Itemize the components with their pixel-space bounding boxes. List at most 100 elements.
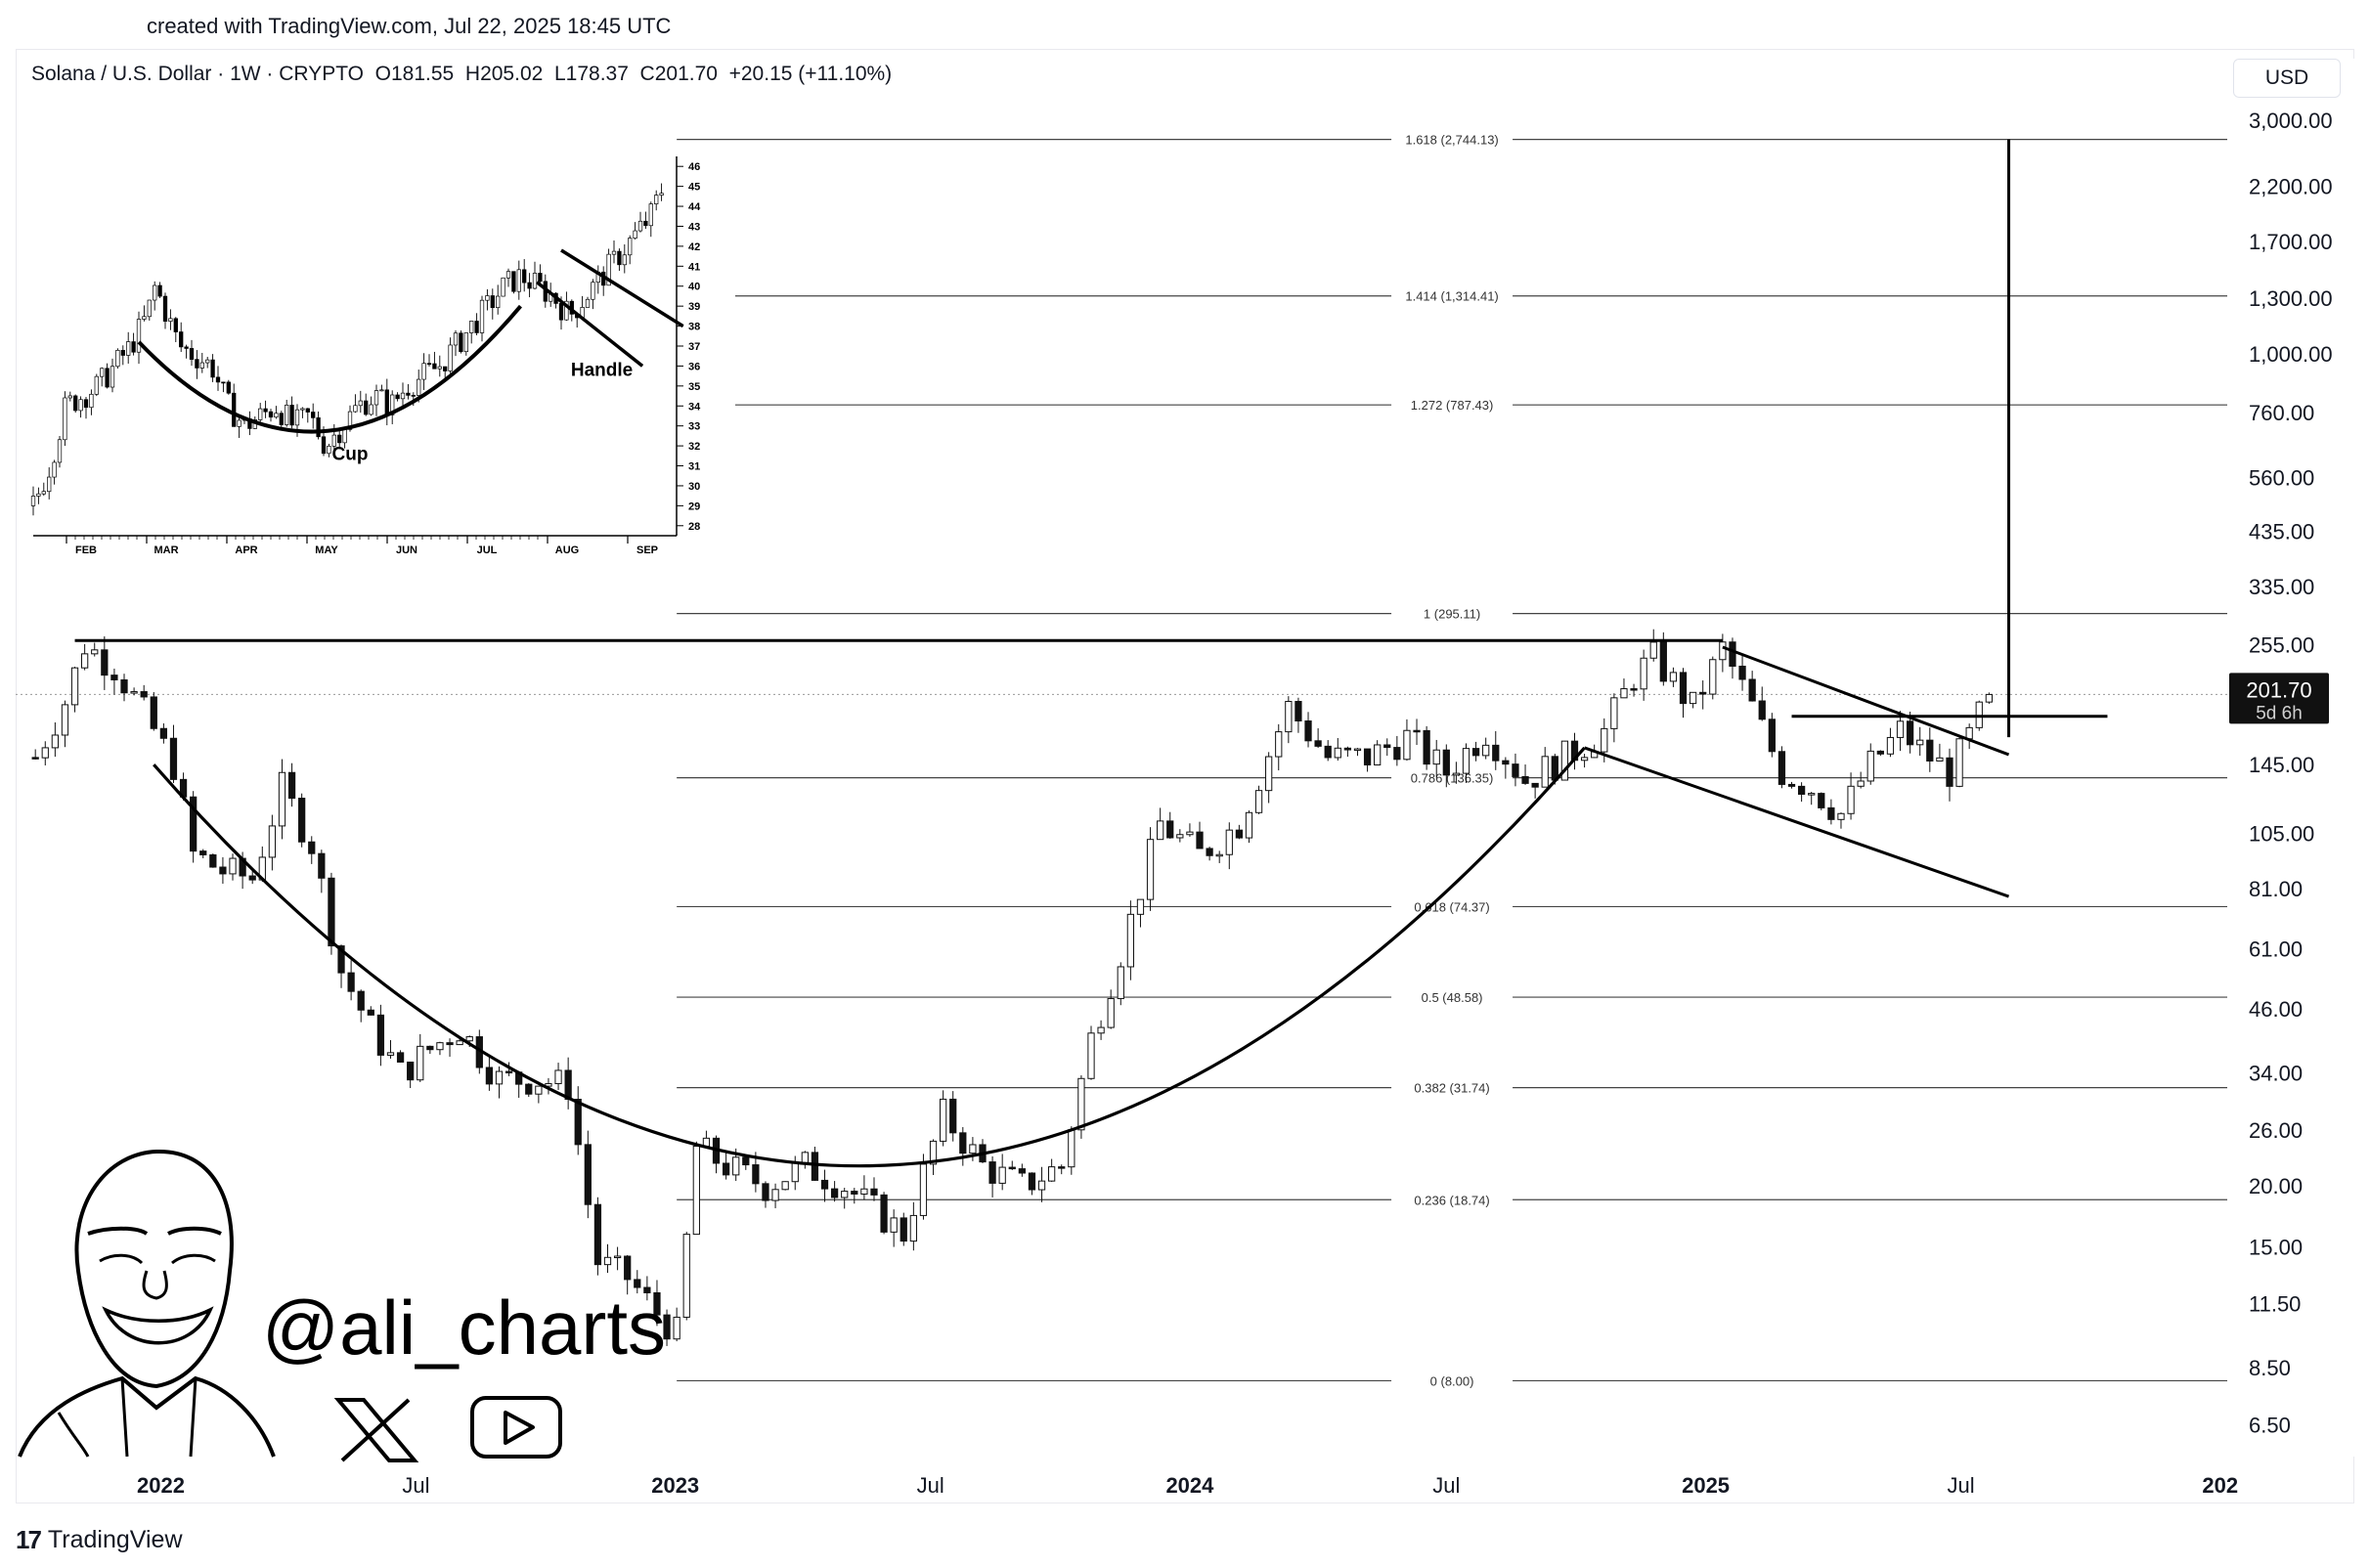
price-tick-label: 46.00	[2249, 997, 2303, 1022]
candle-down	[318, 852, 326, 879]
price-tick-label: 8.50	[2249, 1356, 2291, 1380]
price-tick-label: 1,000.00	[2249, 342, 2333, 367]
time-tick-label: 2022	[137, 1473, 185, 1498]
candle-up	[1136, 898, 1145, 915]
inset-candle	[459, 332, 463, 353]
price-tick-label: 255.00	[2249, 632, 2314, 657]
inset-candle	[258, 408, 263, 420]
candle-down	[1926, 739, 1934, 762]
time-tick-label: 2024	[1165, 1473, 1214, 1498]
candle-down	[1729, 641, 1736, 667]
inset-candle	[221, 381, 226, 384]
inset-y-tick-label: 45	[688, 182, 700, 194]
candle-down	[1876, 750, 1884, 755]
pattern-flag-upper	[1722, 645, 2010, 757]
time-tick-label: Jul	[1432, 1473, 1460, 1498]
candle-up	[1146, 839, 1155, 900]
candle-down	[1748, 678, 1756, 702]
candle-up	[229, 857, 237, 875]
fib-label: 0.382 (31.74)	[1414, 1081, 1489, 1096]
fib-label-bg	[1391, 605, 1514, 622]
candle-down	[584, 1144, 592, 1205]
inset-y-tick-label: 28	[688, 521, 700, 533]
candle-down	[722, 1162, 730, 1176]
inset-y-tick-label: 30	[688, 481, 700, 493]
inset-x-tick-label: MAY	[315, 544, 338, 556]
candle-up	[1866, 750, 1874, 782]
x-logo-icon	[333, 1398, 419, 1462]
price-tick-label: 15.00	[2249, 1236, 2303, 1260]
tradingview-logo-icon: 17	[16, 1525, 42, 1554]
candle-up	[1620, 688, 1628, 699]
fib-label: 1.618 (2,744.13)	[1405, 133, 1498, 148]
inset-candle	[184, 346, 189, 349]
candle-up	[732, 1156, 740, 1176]
time-tick-label: Jul	[917, 1473, 944, 1498]
fib-label-bg	[1391, 1079, 1514, 1096]
inset-candle	[30, 496, 36, 506]
candle-up	[1452, 772, 1461, 776]
candle-up	[841, 1191, 849, 1198]
inset-y-tick-label: 34	[688, 401, 701, 413]
candle-down	[101, 649, 109, 676]
inset-x-tick-label: AUG	[555, 544, 579, 556]
currency-button[interactable]: USD	[2233, 59, 2341, 98]
price-tick-label: 81.00	[2249, 877, 2303, 901]
candle-down	[1206, 848, 1213, 856]
candle-up	[771, 1189, 779, 1201]
candle-down	[830, 1188, 839, 1198]
inset-candle	[496, 295, 501, 309]
price-tick-label: 2,200.00	[2249, 175, 2333, 199]
inset-candle	[395, 394, 400, 400]
time-tick-label: Jul	[402, 1473, 429, 1498]
candle-down	[900, 1217, 907, 1242]
brand-watermark: @ali_charts	[18, 1149, 666, 1462]
inset-candle	[453, 332, 459, 346]
candle-up	[1936, 757, 1944, 762]
candle-down	[988, 1161, 996, 1184]
candle-down	[742, 1156, 750, 1166]
candle-up	[1857, 780, 1865, 787]
candle-up	[81, 653, 89, 669]
candle-up	[1353, 748, 1362, 752]
inset-candle	[654, 195, 659, 204]
inset-candle	[153, 284, 157, 301]
candle-up	[495, 1070, 504, 1085]
candle-up	[909, 1214, 917, 1242]
inset-candle	[100, 368, 105, 377]
inset-candle	[311, 412, 316, 418]
candle-down	[593, 1203, 602, 1266]
price-axis: 3,000.00 2,200.00 1,700.00 1,300.00 1,000.00…	[2227, 59, 2354, 1457]
candle-down	[1827, 806, 1835, 820]
candle-up	[1837, 812, 1845, 820]
inset-candle	[115, 350, 120, 368]
inset-candle	[279, 413, 284, 425]
inset-candle	[63, 397, 67, 441]
candle-down	[120, 678, 128, 694]
youtube-play-icon	[470, 1396, 562, 1459]
inset-candle	[637, 220, 643, 232]
candle-down	[31, 757, 39, 760]
inset-candle	[195, 359, 199, 369]
inset-x-tick-label: JUN	[396, 544, 417, 556]
inset-candle	[400, 392, 406, 400]
candle-up	[1117, 966, 1124, 1000]
candle-up	[1896, 720, 1905, 738]
inset-candle	[268, 411, 274, 418]
candle-up	[1689, 691, 1697, 705]
inset-candle	[89, 393, 94, 409]
inset-candle	[417, 378, 421, 396]
inset-candle	[358, 400, 363, 407]
candle-down	[1314, 740, 1322, 747]
candle-up	[436, 1042, 444, 1051]
candle-up	[1808, 793, 1816, 796]
candle-up	[545, 1083, 552, 1087]
candle-down	[426, 1045, 434, 1051]
candle-down	[1423, 729, 1430, 765]
inset-candle	[136, 319, 142, 353]
candle-up	[1916, 739, 1924, 746]
fib-label-bg	[1391, 1192, 1514, 1208]
candle-down	[110, 675, 118, 680]
tradingview-footer[interactable]: 17 TradingView	[16, 1525, 183, 1555]
